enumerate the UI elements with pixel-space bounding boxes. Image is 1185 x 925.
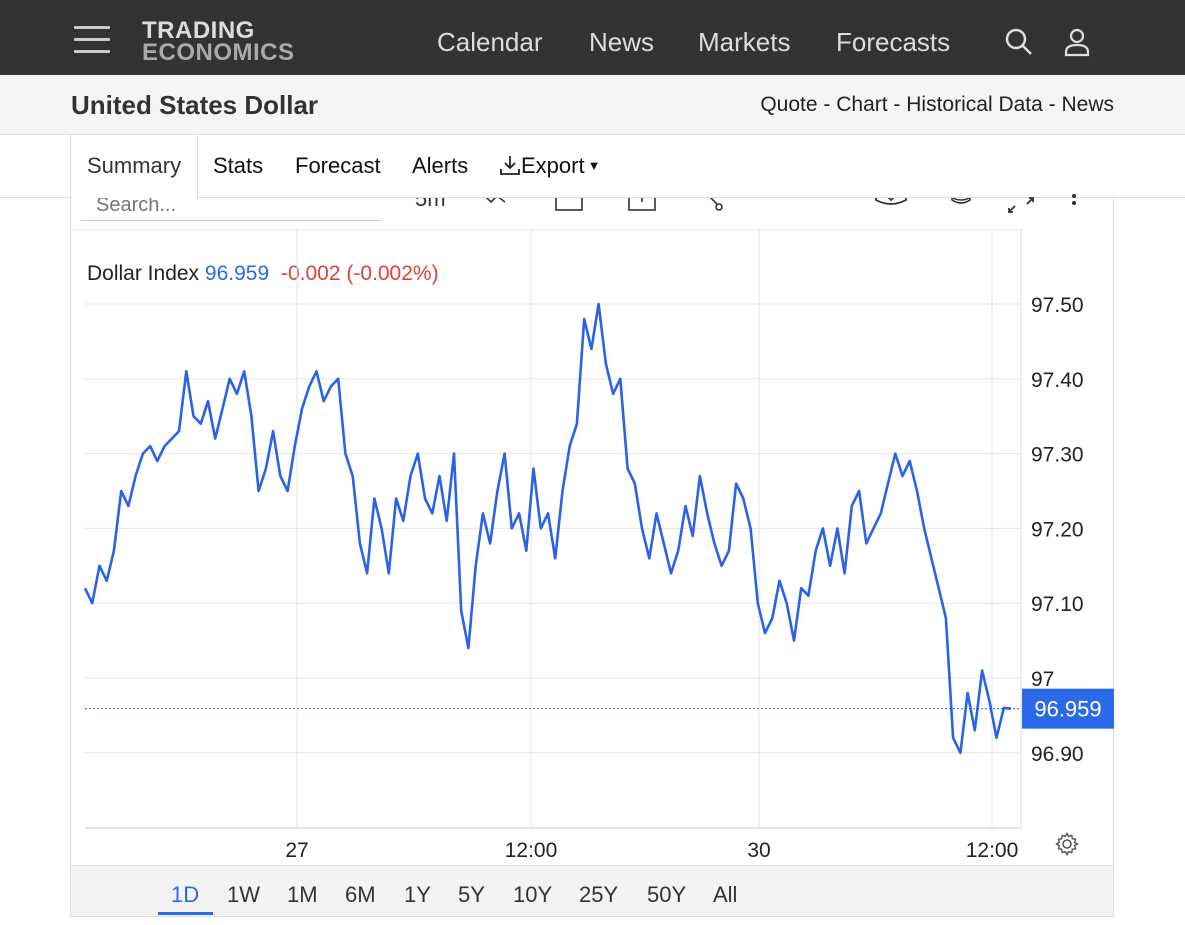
nav-markets[interactable]: Markets bbox=[698, 27, 791, 57]
tab-alerts[interactable]: Alerts bbox=[412, 153, 469, 178]
price-series-line bbox=[83, 302, 1012, 755]
range-25y[interactable]: 25Y bbox=[579, 882, 619, 907]
y-tick-label: 97.20 bbox=[1031, 518, 1084, 541]
tab-bar: Summary Stats Forecast Alerts Export ▼ bbox=[0, 135, 1185, 199]
hamburger-menu-icon[interactable] bbox=[74, 26, 110, 54]
y-tick-label: 97.10 bbox=[1031, 593, 1084, 616]
page-title: United States Dollar bbox=[71, 90, 319, 120]
price-line-chart[interactable]: 97.50 97.40 97.30 97.20 97.10 97 96.90 27 12:00 3… bbox=[71, 198, 1115, 865]
quote-legend: Dollar Index 96.959 -0.002 (-0.002%) bbox=[87, 262, 439, 286]
top-navigation-bar: TRADING ECONOMICS Calendar News Markets … bbox=[0, 0, 1185, 75]
trading-economics-logo[interactable]: TRADING ECONOMICS bbox=[142, 17, 295, 66]
quote-change: -0.002 (-0.002%) bbox=[280, 262, 439, 285]
export-label: Export bbox=[521, 153, 585, 178]
chart-toolbar: 5m bbox=[71, 198, 1021, 230]
y-tick-label: 96.90 bbox=[1031, 743, 1084, 766]
download-chart-icon[interactable] bbox=[873, 198, 909, 212]
nav-forecasts[interactable]: Forecasts bbox=[836, 27, 951, 57]
tab-stats[interactable]: Stats bbox=[213, 153, 264, 178]
last-price-label: 96.959 bbox=[1034, 697, 1101, 722]
range-1m[interactable]: 1M bbox=[287, 882, 318, 907]
tab-forecast[interactable]: Forecast bbox=[295, 153, 381, 178]
page-header-bar bbox=[0, 75, 1185, 135]
range-50y[interactable]: 50Y bbox=[647, 882, 687, 907]
caret-down-icon: ▼ bbox=[587, 158, 601, 173]
sublink-chart[interactable]: Chart bbox=[836, 93, 888, 116]
sublink-historical-data[interactable]: Historical Data bbox=[906, 93, 1043, 116]
y-tick-label: 97.40 bbox=[1031, 369, 1084, 392]
range-10y[interactable]: 10Y bbox=[513, 882, 553, 907]
user-account-icon[interactable] bbox=[1063, 27, 1093, 57]
download-icon bbox=[500, 156, 520, 175]
drawing-tools-icon[interactable] bbox=[701, 198, 727, 214]
search-icon[interactable] bbox=[1004, 27, 1034, 57]
quote-price: 96.959 bbox=[204, 262, 270, 285]
settings-gear-icon[interactable] bbox=[1055, 832, 1079, 856]
compare-icon[interactable] bbox=[554, 198, 584, 212]
range-1w[interactable]: 1W bbox=[227, 882, 260, 907]
add-indicator-icon[interactable] bbox=[627, 198, 657, 212]
separator: - bbox=[1042, 93, 1062, 116]
active-range-indicator bbox=[158, 912, 213, 915]
chart-search-input[interactable] bbox=[81, 198, 381, 221]
instrument-name: Dollar Index bbox=[87, 262, 200, 285]
range-6m[interactable]: 6M bbox=[345, 882, 376, 907]
more-options-icon[interactable] bbox=[1069, 192, 1079, 214]
range-5y[interactable]: 5Y bbox=[458, 882, 485, 907]
x-tick-label: 30 bbox=[747, 839, 770, 862]
nav-news[interactable]: News bbox=[589, 27, 655, 57]
y-tick-label: 97.30 bbox=[1031, 444, 1084, 467]
y-tick-label: 97 bbox=[1031, 668, 1054, 691]
time-range-selector: 1D 1W 1M 6M 1Y 5Y 10Y 25Y 50Y All bbox=[70, 865, 1114, 917]
sub-navigation: Quote - Chart - Historical Data - News bbox=[760, 93, 1114, 117]
sublink-quote[interactable]: Quote bbox=[760, 93, 818, 116]
interval-selector[interactable]: 5m bbox=[415, 198, 446, 211]
x-tick-label: 12:00 bbox=[966, 839, 1019, 862]
separator: - bbox=[887, 93, 907, 116]
chart-type-icon[interactable] bbox=[481, 198, 507, 208]
fullscreen-icon[interactable] bbox=[1005, 194, 1037, 214]
range-1d[interactable]: 1D bbox=[171, 882, 200, 907]
sublink-news[interactable]: News bbox=[1061, 93, 1114, 116]
last-price-badge bbox=[1022, 688, 1114, 729]
tab-summary[interactable]: Summary bbox=[70, 135, 199, 199]
database-icon[interactable] bbox=[949, 198, 973, 212]
x-tick-label: 12:00 bbox=[505, 839, 558, 862]
tab-export[interactable]: Export ▼ bbox=[499, 153, 600, 179]
nav-calendar[interactable]: Calendar bbox=[437, 27, 543, 57]
x-tick-label: 27 bbox=[285, 839, 308, 862]
range-1y[interactable]: 1Y bbox=[404, 882, 431, 907]
range-all[interactable]: All bbox=[713, 882, 738, 907]
y-tick-label: 97.50 bbox=[1031, 294, 1084, 317]
separator: - bbox=[817, 93, 837, 116]
chart-container: 5m Dollar Index 96.959 -0.002 (-0.002%) … bbox=[70, 194, 1115, 917]
